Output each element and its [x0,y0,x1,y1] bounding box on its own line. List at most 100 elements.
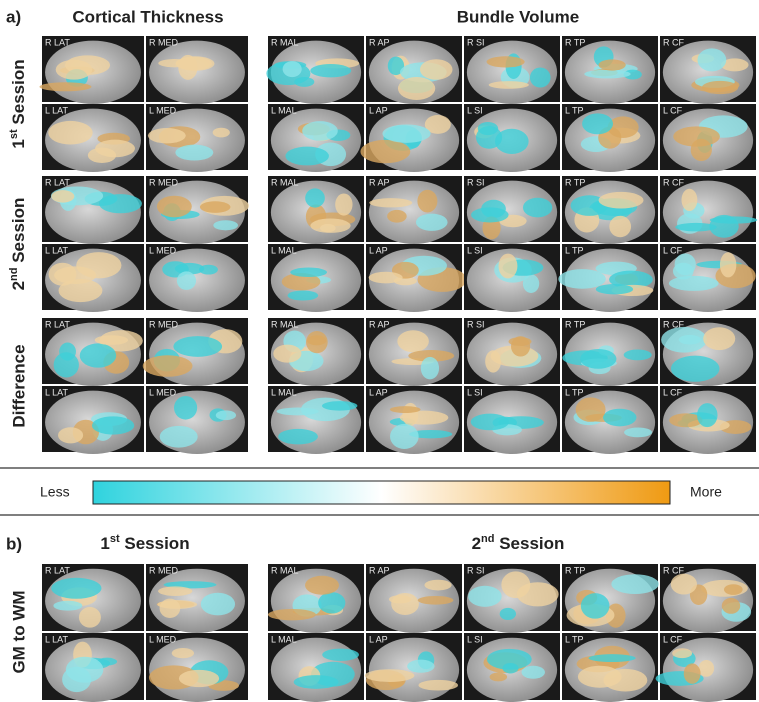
brain-image: L LAT [42,386,144,454]
brain-image: L SI [464,104,560,172]
brain-image: R LAT [42,318,144,386]
tract [283,61,302,77]
image-label: L CF [663,105,683,115]
tract [487,56,525,67]
tract [390,424,419,449]
tract [416,214,448,231]
image-label: L CF [663,387,683,397]
image-label: R SI [467,319,485,329]
panel-label: b) [6,534,22,553]
panel-title: Bundle Volume [457,7,579,26]
tract [724,584,743,595]
tract [720,252,736,277]
tract [675,253,696,275]
tract [56,60,93,80]
tract [598,59,625,70]
tract [522,666,545,679]
tract [697,48,726,71]
tract [503,663,519,674]
image-label: L CF [663,245,683,255]
image-label: R MED [149,37,179,47]
image-label: L MAL [271,105,297,115]
row-label: GM to WM [9,590,28,673]
image-label: R MED [149,319,179,329]
tract [697,403,718,427]
brain [149,391,245,454]
tract [476,126,502,149]
brain-image: L SI [464,633,560,702]
tract [418,680,458,691]
tract [278,429,318,444]
tract [624,427,652,437]
brain [369,181,459,244]
tract [95,140,135,158]
image-label: L CF [663,634,683,644]
tract [471,414,509,431]
brain-image: R MAL [268,176,364,244]
tract [669,276,719,291]
tract [468,586,502,607]
brain-image: R SI [464,36,560,104]
colorbar-low: Less [40,484,70,500]
brain-image: R SI [464,176,560,244]
brain-image: L LAT [42,633,144,702]
tract [611,574,658,594]
tract [179,670,219,687]
image-label: L MED [149,634,177,644]
tract [722,598,740,614]
tract [143,355,193,377]
tract [160,426,198,448]
tract [216,410,236,420]
image-label: L MAL [271,634,297,644]
tract [365,669,414,682]
brain-image: R MED [143,318,248,386]
tract [417,190,437,213]
image-label: R AP [369,177,390,187]
brain-image: L MED [146,386,248,454]
brain-image: L SI [464,386,560,454]
tract [306,331,328,353]
brain-image: L MAL [268,244,364,312]
image-label: R SI [467,565,485,575]
tract [578,666,622,688]
tract [558,269,605,289]
brain-image: L TP [562,104,658,172]
tract [369,198,412,207]
heading-number: 2 [472,534,481,553]
tract [302,121,338,141]
tract [671,356,719,382]
brain-image: L MAL [268,104,364,172]
tract [424,580,451,591]
tract [51,578,101,599]
image-label: L AP [369,245,388,255]
tract [580,349,616,369]
image-label: R TP [565,319,585,329]
tract [684,663,701,683]
brain-image: R TP [562,564,659,633]
tract [92,416,134,434]
image-label: R TP [565,177,585,187]
tract [672,648,692,658]
brain-image: R CF [660,36,756,104]
image-label: L SI [467,634,483,644]
panel-title: Cortical Thickness [72,7,223,26]
heading: 1st Session [100,533,189,554]
tract [294,77,314,87]
tract [679,335,701,345]
brain-image: L AP [366,386,462,454]
heading-superscript: st [8,129,20,139]
heading-superscript: nd [481,533,494,545]
tract [322,649,359,661]
tract [48,121,92,145]
tract [173,336,222,357]
image-label: R LAT [45,319,70,329]
brain-image: L AP [365,633,462,702]
tract [582,113,613,134]
heading: 1st Session [8,59,29,148]
image-label: L MAL [271,387,297,397]
brain-image: L AP [366,244,467,312]
tract [58,427,83,443]
tract [489,81,529,89]
brain-image: R AP [366,564,462,633]
tract [407,660,434,673]
